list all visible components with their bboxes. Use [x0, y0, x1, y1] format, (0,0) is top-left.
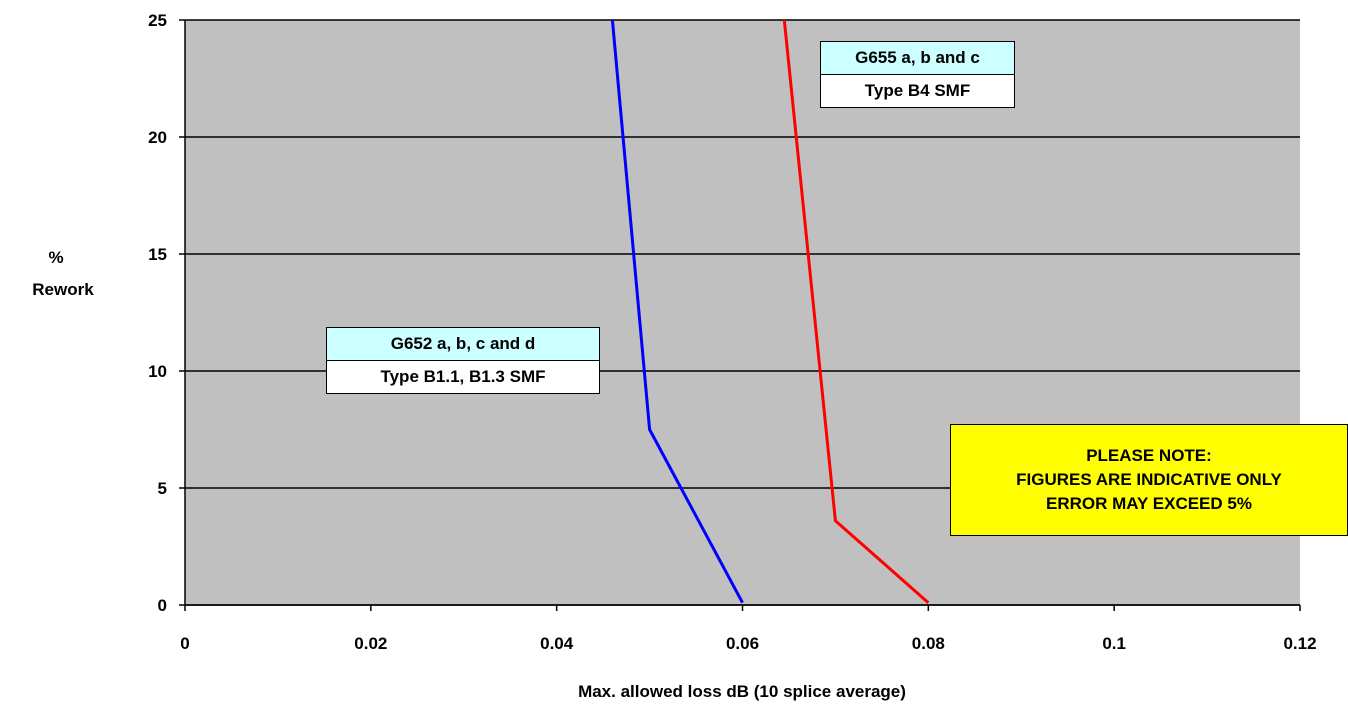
g652-annotation: G652 a, b, c and d Type B1.1, B1.3 SMF: [326, 327, 600, 394]
disclaimer-note: PLEASE NOTE: FIGURES ARE INDICATIVE ONLY…: [950, 424, 1348, 536]
y-axis-title-line2: Rework: [32, 280, 94, 299]
y-tick-label: 10: [148, 362, 167, 381]
axes: [184, 20, 1301, 611]
x-tick-label: 0.12: [1283, 634, 1316, 653]
x-tick-label: 0.02: [354, 634, 387, 653]
g652-annotation-subtitle: Type B1.1, B1.3 SMF: [380, 367, 546, 386]
x-tick-label: 0: [180, 634, 189, 653]
g655-annotation: G655 a, b and c Type B4 SMF: [820, 41, 1015, 108]
x-tick-label: 0.1: [1102, 634, 1126, 653]
note-line-1: PLEASE NOTE:: [1086, 446, 1212, 465]
g652-annotation-title: G652 a, b, c and d: [327, 328, 599, 361]
y-tick-label: 15: [148, 245, 167, 264]
series-line-1: [610, 19, 744, 604]
y-tick-labels: 0 5 10 15 20 25: [148, 11, 167, 615]
x-tick-label: 0.04: [540, 634, 574, 653]
series-lines: [610, 19, 930, 604]
y-tick-label: 20: [148, 128, 167, 147]
g655-annotation-title: G655 a, b and c: [821, 42, 1014, 75]
note-line-2: FIGURES ARE INDICATIVE ONLY: [1016, 470, 1282, 489]
x-axis-title: Max. allowed loss dB (10 splice average): [578, 682, 906, 701]
y-tick-label: 0: [158, 596, 167, 615]
y-axis-title-line1: %: [48, 248, 63, 267]
y-tick-label: 5: [158, 479, 167, 498]
y-tick-label: 25: [148, 11, 167, 30]
x-tick-label: 0.06: [726, 634, 759, 653]
note-line-3: ERROR MAY EXCEED 5%: [1046, 494, 1252, 513]
x-tick-labels: 0 0.02 0.04 0.06 0.08 0.1 0.12: [180, 634, 1316, 653]
x-tick-label: 0.08: [912, 634, 945, 653]
series-line-2: [782, 19, 930, 604]
g655-annotation-subtitle: Type B4 SMF: [864, 81, 971, 100]
